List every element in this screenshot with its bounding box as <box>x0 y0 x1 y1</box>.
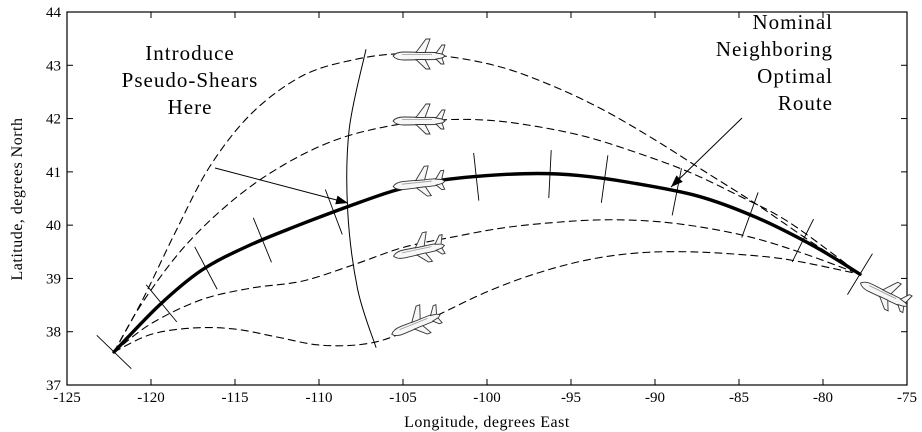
route-crossline <box>194 246 218 290</box>
nominal-route-arrow <box>670 117 743 188</box>
route-crossline <box>741 192 759 238</box>
y-tick-label: 40 <box>46 218 61 234</box>
airplane-icon <box>392 231 446 263</box>
annotation-pseudo-shears-line-3: Here <box>168 95 213 119</box>
airplane-icons <box>391 38 913 337</box>
route-crossline <box>847 253 873 295</box>
y-tick-label: 42 <box>46 112 61 128</box>
annotation-nominal-line-3: Optimal <box>757 64 833 88</box>
airplane-icon <box>392 103 446 135</box>
x-tick-label: -125 <box>53 390 81 406</box>
route-crossline <box>473 152 480 201</box>
route-crossline <box>96 334 132 369</box>
airplane-icon <box>860 281 913 314</box>
annotation-pseudo-shears-line-2: Pseudo-Shears <box>122 68 259 92</box>
nominal-route-line <box>112 171 862 354</box>
x-axis-label: Longitude, degrees East <box>404 414 570 431</box>
route-crossline <box>145 284 178 323</box>
axis-ticks: -125 -120 -115 -110 -105 -100 -95 -90 -85 -80 -75 3… <box>46 5 917 406</box>
x-tick-label: -120 <box>137 390 165 406</box>
y-axis-label: Latitude, degrees North <box>9 118 26 281</box>
annotation-nominal-route: Nominal Neighboring Optimal Route <box>716 10 834 115</box>
y-tick-label: 38 <box>46 325 61 341</box>
y-tick-label: 39 <box>46 271 61 287</box>
x-tick-label: -90 <box>645 390 665 406</box>
annotation-pseudo-shears-line-1: Introduce <box>145 41 234 65</box>
route-crossline <box>791 218 814 263</box>
neighboring-route-line-3 <box>113 219 861 353</box>
x-tick-label: -115 <box>222 390 249 406</box>
neighboring-route-line-2 <box>113 118 861 353</box>
annotation-arrows <box>214 117 743 205</box>
y-tick-label: 37 <box>46 378 62 394</box>
annotation-nominal-line-2: Neighboring <box>716 37 833 61</box>
pseudo-shears-arrow-head <box>335 195 348 205</box>
y-tick-label: 41 <box>46 165 61 181</box>
neighboring-route-line-1 <box>113 52 861 353</box>
x-tick-label: -105 <box>389 390 417 406</box>
y-tick-label: 43 <box>46 58 61 74</box>
route-crossline <box>671 168 682 216</box>
pseudo-shears-arrow <box>214 167 349 204</box>
x-tick-label: -75 <box>897 390 917 406</box>
y-tick-label: 44 <box>46 5 62 21</box>
cross-lines <box>96 49 873 369</box>
x-tick-label: -95 <box>561 390 581 406</box>
pseudo-shear-arc <box>346 49 377 348</box>
neighboring-route-line-4 <box>113 251 861 353</box>
route-crossline <box>600 155 609 203</box>
x-tick-label: -85 <box>729 390 749 406</box>
route-crossline <box>252 217 272 263</box>
route-crossline <box>324 189 343 235</box>
airplane-icon <box>391 304 443 337</box>
x-tick-label: -110 <box>306 390 333 406</box>
nominal-route-arrow-head <box>671 175 683 187</box>
annotation-nominal-line-4: Route <box>778 91 833 115</box>
airplane-icon <box>392 38 446 70</box>
annotation-nominal-line-1: Nominal <box>753 10 834 34</box>
airplane-icon <box>392 165 446 197</box>
x-tick-label: -80 <box>813 390 833 406</box>
series-layer <box>112 52 862 354</box>
route-crossline <box>548 150 552 199</box>
annotation-pseudo-shears: Introduce Pseudo-Shears Here <box>122 41 259 119</box>
x-tick-label: -100 <box>473 390 501 406</box>
